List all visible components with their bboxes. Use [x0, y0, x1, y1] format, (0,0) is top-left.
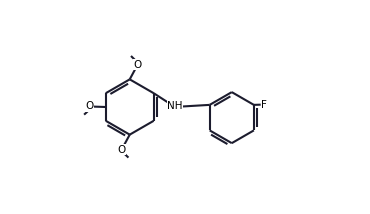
Text: O: O	[118, 144, 126, 155]
Text: O: O	[85, 101, 94, 111]
Text: F: F	[261, 100, 267, 110]
Text: NH: NH	[167, 101, 183, 111]
Text: O: O	[134, 60, 142, 70]
